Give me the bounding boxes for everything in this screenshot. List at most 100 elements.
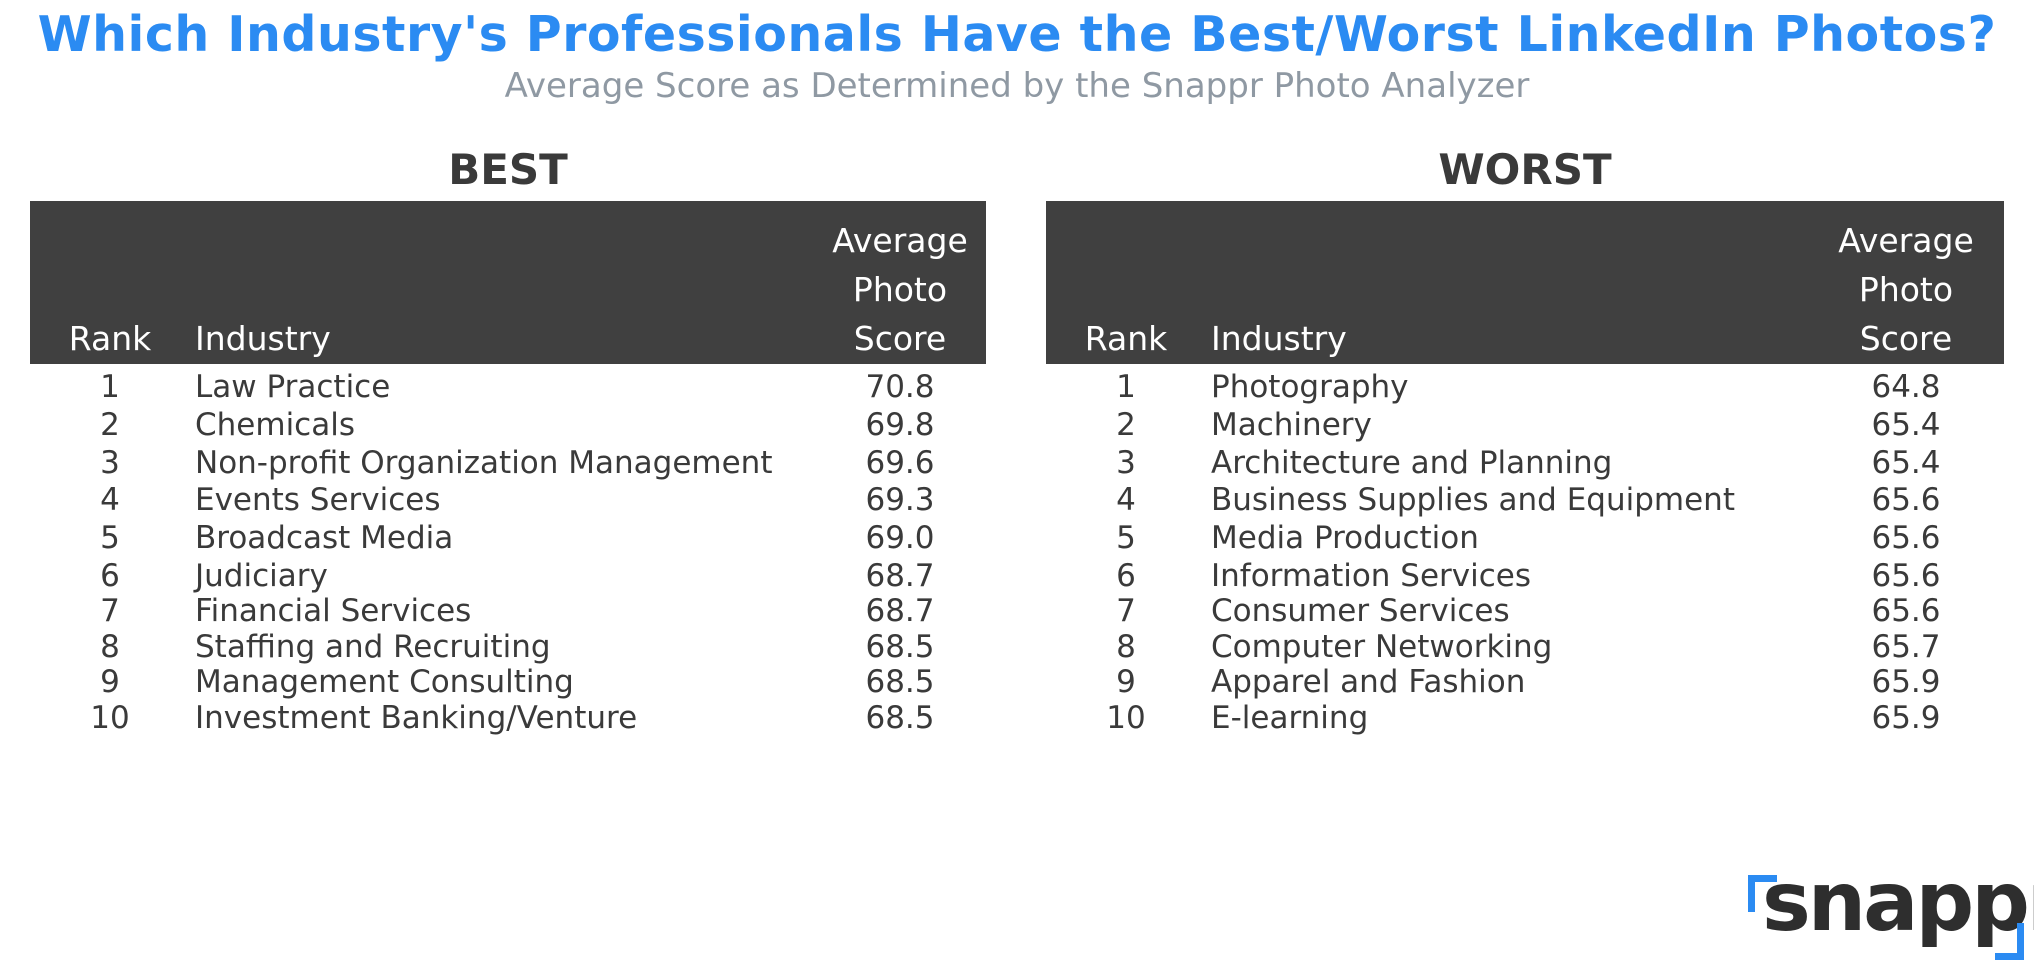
table-row: 4 Business Supplies and Equipment 65.6 (1046, 477, 2004, 524)
score-cell: 65.6 (1871, 520, 1941, 556)
rank-cell: 2 (1116, 407, 1136, 443)
rank-cell: 7 (100, 593, 120, 629)
industry-cell: Consumer Services (1211, 593, 1510, 629)
table-row: 2 Chemicals 69.8 (30, 402, 986, 449)
industry-column-header: Industry (1211, 319, 1347, 358)
table-row: 3 Non-profit Organization Management 69.6 (30, 440, 986, 487)
rank-cell: 8 (100, 629, 120, 665)
table-row: 6 Judiciary 68.7 (30, 553, 986, 600)
score-cell: 65.4 (1871, 407, 1941, 443)
rank-cell: 3 (100, 445, 120, 481)
table-row: 9 Apparel and Fashion 65.9 (1046, 659, 2004, 706)
rank-column-header: Rank (1084, 319, 1168, 358)
score-cell: 65.6 (1871, 593, 1941, 629)
table-row: 10 Investment Banking/Venture 68.5 (30, 695, 986, 742)
score-column-header: Average Photo Score (1806, 216, 2006, 363)
score-header-line: Average (832, 221, 968, 260)
rank-cell: 10 (90, 700, 130, 736)
score-cell: 68.5 (865, 664, 935, 700)
score-header-line: Photo (1858, 270, 1954, 309)
industry-cell: Financial Services (195, 593, 472, 629)
table-row: 3 Architecture and Planning 65.4 (1046, 440, 2004, 487)
rank-cell: 2 (100, 407, 120, 443)
rank-cell: 1 (100, 369, 120, 405)
industry-column-header: Industry (195, 319, 331, 358)
score-cell: 70.8 (865, 369, 935, 405)
industry-cell: Photography (1211, 369, 1409, 405)
rank-column-header: Rank (68, 319, 152, 358)
table-row: 10 E-learning 65.9 (1046, 695, 2004, 742)
industry-cell: Media Production (1211, 520, 1479, 556)
rank-cell: 9 (100, 664, 120, 700)
page-subtitle: Average Score as Determined by the Snapp… (504, 66, 1530, 106)
rank-cell: 5 (1116, 520, 1136, 556)
rank-cell: 6 (1116, 558, 1136, 594)
rank-cell: 9 (1116, 664, 1136, 700)
rank-cell: 5 (100, 520, 120, 556)
industry-cell: Chemicals (195, 407, 355, 443)
best-table-header: Rank Industry Average Photo Score (30, 201, 986, 364)
score-header-line: Photo (852, 270, 948, 309)
score-cell: 68.5 (865, 629, 935, 665)
logo-wordmark: snappr (1762, 855, 2034, 950)
score-cell: 65.4 (1871, 445, 1941, 481)
table-row: 8 Computer Networking 65.7 (1046, 624, 2004, 671)
score-column-header: Average Photo Score (800, 216, 1000, 363)
table-row: 5 Media Production 65.6 (1046, 515, 2004, 562)
worst-table-title: WORST (1438, 145, 1612, 194)
industry-cell: Management Consulting (195, 664, 574, 700)
score-cell: 65.7 (1871, 629, 1941, 665)
table-row: 1 Photography 64.8 (1046, 364, 2004, 411)
table-row: 1 Law Practice 70.8 (30, 364, 986, 411)
industry-cell: Architecture and Planning (1211, 445, 1613, 481)
rank-cell: 3 (1116, 445, 1136, 481)
score-cell: 65.9 (1871, 664, 1941, 700)
industry-cell: Non-profit Organization Management (195, 445, 773, 481)
score-cell: 68.7 (865, 593, 935, 629)
table-row: 7 Consumer Services 65.6 (1046, 588, 2004, 635)
worst-table-panel: WORST Rank Industry Average Photo Score … (1046, 145, 2004, 845)
industry-cell: Business Supplies and Equipment (1211, 482, 1735, 518)
table-row: 6 Information Services 65.6 (1046, 553, 2004, 600)
rank-cell: 10 (1106, 700, 1146, 736)
table-row: 2 Machinery 65.4 (1046, 402, 2004, 449)
score-header-line: Score (1859, 319, 1953, 358)
rank-cell: 4 (100, 482, 120, 518)
rank-cell: 8 (1116, 629, 1136, 665)
score-cell: 64.8 (1871, 369, 1941, 405)
snappr-logo: snappr (1748, 855, 2034, 960)
score-cell: 65.6 (1871, 558, 1941, 594)
score-cell: 68.7 (865, 558, 935, 594)
worst-table-header: Rank Industry Average Photo Score (1046, 201, 2004, 364)
industry-cell: Judiciary (195, 558, 328, 594)
score-cell: 69.3 (865, 482, 935, 518)
score-cell: 65.6 (1871, 482, 1941, 518)
rank-cell: 4 (1116, 482, 1136, 518)
score-cell: 65.9 (1871, 700, 1941, 736)
industry-cell: Computer Networking (1211, 629, 1553, 665)
score-cell: 69.0 (865, 520, 935, 556)
rank-cell: 6 (100, 558, 120, 594)
industry-cell: Broadcast Media (195, 520, 454, 556)
score-header-line: Average (1838, 221, 1974, 260)
industry-cell: Investment Banking/Venture (195, 700, 638, 736)
industry-cell: Events Services (195, 482, 441, 518)
table-row: 5 Broadcast Media 69.0 (30, 515, 986, 562)
page-title: Which Industry's Professionals Have the … (37, 6, 1997, 63)
score-cell: 69.6 (865, 445, 935, 481)
table-row: 9 Management Consulting 68.5 (30, 659, 986, 706)
table-row: 4 Events Services 69.3 (30, 477, 986, 524)
best-table-panel: BEST Rank Industry Average Photo Score 1… (30, 145, 986, 845)
best-table-title: BEST (448, 145, 568, 194)
logo-bracket-top-left (1748, 875, 1777, 912)
score-header-line: Score (853, 319, 947, 358)
rank-cell: 1 (1116, 369, 1136, 405)
score-cell: 69.8 (865, 407, 935, 443)
rank-cell: 7 (1116, 593, 1136, 629)
industry-cell: Staffing and Recruiting (195, 629, 551, 665)
industry-cell: E-learning (1211, 700, 1369, 736)
logo-bracket-bottom-right (1995, 923, 2024, 960)
industry-cell: Apparel and Fashion (1211, 664, 1526, 700)
industry-cell: Machinery (1211, 407, 1372, 443)
table-row: 8 Staffing and Recruiting 68.5 (30, 624, 986, 671)
